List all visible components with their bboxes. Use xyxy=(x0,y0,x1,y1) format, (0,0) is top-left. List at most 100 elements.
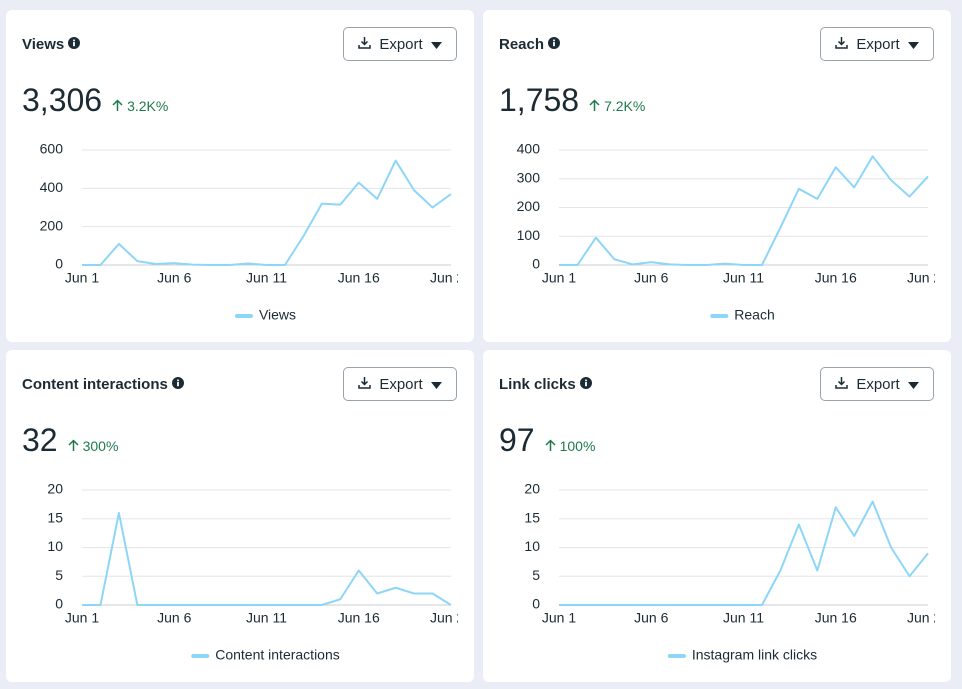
info-icon xyxy=(548,36,561,53)
card-header: Content interactions xyxy=(22,374,184,394)
metric-change: 3.2K% xyxy=(112,98,168,114)
card-header: Link clicks xyxy=(499,374,592,394)
line-chart: 0 100 200 300 400 Jun 1 Jun 6 Jun 11 Jun 16 Jun 2… xyxy=(517,141,949,323)
up-arrow xyxy=(589,98,600,114)
metric: 1,758 7.2K% xyxy=(499,82,645,119)
series-line xyxy=(82,159,452,266)
caret-icon xyxy=(430,376,442,393)
legend-label: Instagram link clicks xyxy=(692,647,817,663)
caret-icon xyxy=(907,376,919,393)
up-arrow xyxy=(545,438,556,454)
y-tick-label: 200 xyxy=(40,217,64,233)
metric-value: 1,758 xyxy=(499,82,580,118)
download-icon xyxy=(835,376,849,393)
legend: Content interactions xyxy=(191,647,340,663)
card-header: Reach xyxy=(499,34,561,54)
y-tick-label: 400 xyxy=(517,141,541,157)
info-icon xyxy=(68,36,81,53)
x-tick-label: Jun 16 xyxy=(815,270,857,286)
change-text: 3.2K% xyxy=(127,98,169,114)
legend: Instagram link clicks xyxy=(667,647,817,663)
x-tick-label: Jun 11 xyxy=(723,270,764,286)
y-tick-label: 0 xyxy=(532,256,540,272)
legend-label: Content interactions xyxy=(215,647,340,663)
x-tick-label: Jun 1 xyxy=(542,270,576,286)
x-tick-label: Jun 6 xyxy=(157,270,191,286)
y-tick-label: 20 xyxy=(47,481,63,497)
y-tick-label: 5 xyxy=(532,567,540,583)
y-tick-label: 200 xyxy=(517,198,541,214)
metric-value: 3,306 xyxy=(22,82,103,118)
y-tick-label: 5 xyxy=(55,567,63,583)
up-arrow xyxy=(68,438,79,454)
metric-value: 32 xyxy=(22,422,58,458)
download-icon xyxy=(835,36,849,53)
x-tick-label: Jun 21 xyxy=(430,270,472,286)
line-chart: 0 200 400 600 Jun 1 Jun 6 Jun 11 Jun 16 Jun 21 Vi… xyxy=(40,141,472,323)
y-tick-label: 0 xyxy=(532,596,540,612)
legend-label: Views xyxy=(259,307,296,323)
x-tick-label: Jun 21 xyxy=(907,270,949,286)
x-tick-label: Jun 1 xyxy=(65,270,99,286)
y-tick-label: 300 xyxy=(517,169,541,185)
y-tick-label: 20 xyxy=(524,481,540,497)
export-button[interactable]: Export xyxy=(820,27,934,61)
x-tick-label: Jun 6 xyxy=(634,270,668,286)
y-tick-label: 0 xyxy=(55,596,63,612)
card-header: Views xyxy=(22,34,81,54)
download-icon xyxy=(358,36,372,53)
up-arrow xyxy=(112,98,123,114)
card: Content interactions Export 32 300% 0 5 10 15 20… xyxy=(6,350,474,682)
export-button[interactable]: Export xyxy=(343,27,457,61)
x-tick-label: Jun 16 xyxy=(338,610,380,626)
x-tick-label: Jun 1 xyxy=(542,610,576,626)
metric-change: 7.2K% xyxy=(589,98,645,114)
y-tick-label: 15 xyxy=(47,509,63,525)
info-icon xyxy=(171,376,184,393)
export-label: Export xyxy=(379,375,423,393)
change-text: 7.2K% xyxy=(604,98,646,114)
legend: Views xyxy=(234,307,296,323)
card-title: Link clicks xyxy=(499,375,576,393)
y-tick-label: 0 xyxy=(55,256,63,272)
y-tick-label: 600 xyxy=(40,141,64,157)
card-title: Reach xyxy=(499,35,545,53)
y-tick-label: 15 xyxy=(524,509,540,525)
x-tick-label: Jun 21 xyxy=(430,610,472,626)
series-line xyxy=(82,512,452,606)
x-tick-label: Jun 11 xyxy=(246,610,287,626)
export-label: Export xyxy=(856,35,900,53)
x-tick-label: Jun 11 xyxy=(723,610,764,626)
series-line xyxy=(559,155,929,266)
change-text: 300% xyxy=(82,438,119,454)
caret-icon xyxy=(907,36,919,53)
card-title: Content interactions xyxy=(22,375,168,393)
x-tick-label: Jun 21 xyxy=(907,610,949,626)
x-tick-label: Jun 1 xyxy=(65,610,99,626)
metric-value: 97 xyxy=(499,422,535,458)
x-tick-label: Jun 16 xyxy=(338,270,380,286)
metric: 32 300% xyxy=(22,422,118,459)
card: Link clicks Export 97 100% 0 5 10 15 20 Jun 1 Jun … xyxy=(483,350,951,682)
y-tick-label: 10 xyxy=(47,538,63,554)
x-tick-label: Jun 11 xyxy=(246,270,287,286)
info-icon xyxy=(579,376,592,393)
line-chart: 0 5 10 15 20 Jun 1 Jun 6 Jun 11 Jun 16 Jun 21 Cont… xyxy=(47,481,472,663)
x-tick-label: Jun 16 xyxy=(815,610,857,626)
y-tick-label: 10 xyxy=(524,538,540,554)
metric: 97 100% xyxy=(499,422,595,459)
metric-change: 100% xyxy=(545,438,596,454)
change-text: 100% xyxy=(559,438,596,454)
download-icon xyxy=(358,376,372,393)
x-tick-label: Jun 6 xyxy=(157,610,191,626)
line-chart: 0 5 10 15 20 Jun 1 Jun 6 Jun 11 Jun 16 Jun 21 Inst… xyxy=(524,481,949,663)
legend-label: Reach xyxy=(734,307,774,323)
export-button[interactable]: Export xyxy=(820,367,934,401)
y-tick-label: 400 xyxy=(40,179,64,195)
export-label: Export xyxy=(856,375,900,393)
export-button[interactable]: Export xyxy=(343,367,457,401)
export-label: Export xyxy=(379,35,423,53)
y-tick-label: 100 xyxy=(517,227,541,243)
legend: Reach xyxy=(710,307,775,323)
